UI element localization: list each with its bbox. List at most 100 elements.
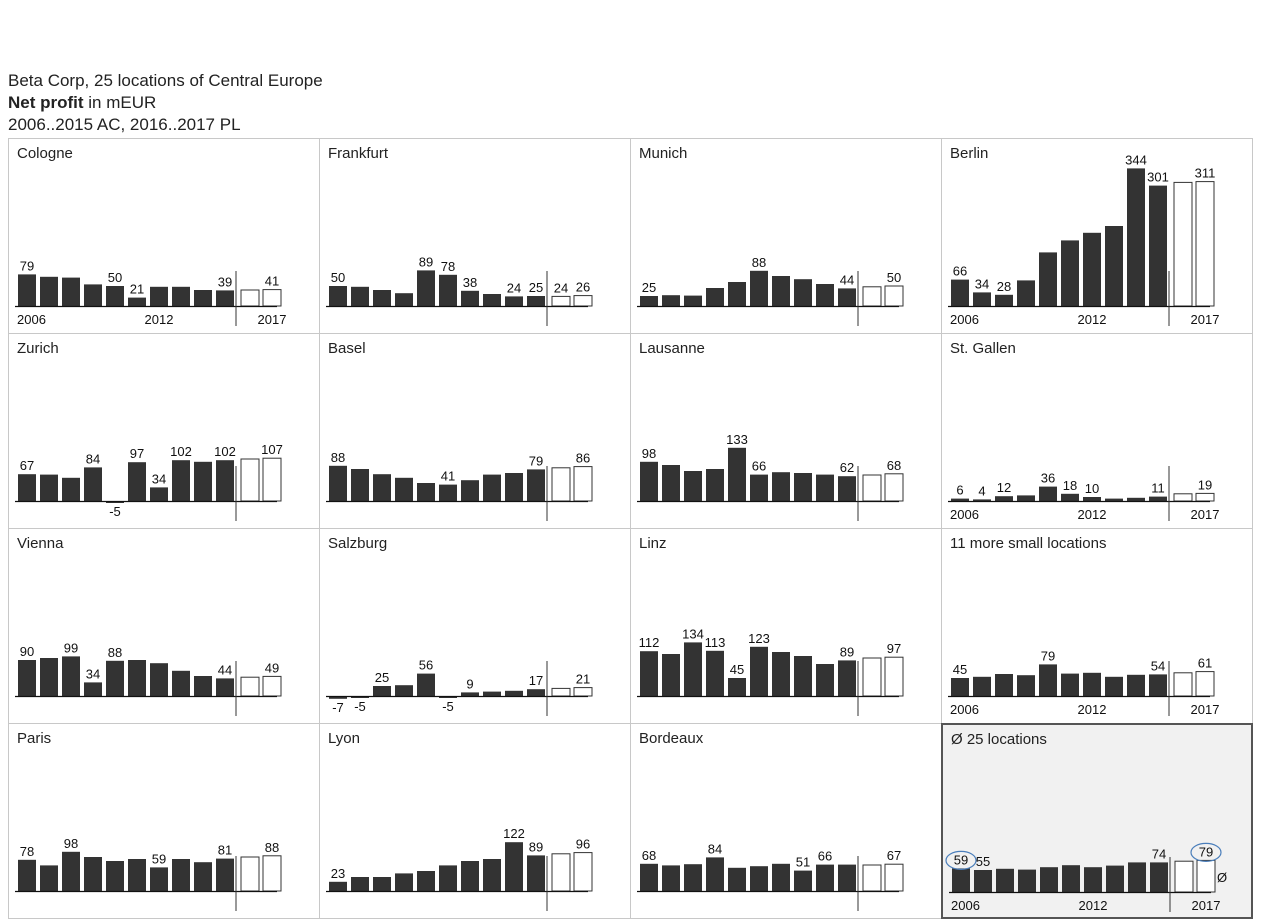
bar-2007 [973,676,991,696]
bar-2011 [1061,673,1079,696]
bar-2013 [1106,865,1124,892]
value-label: 301 [1147,170,1169,185]
panel-7: St. Gallen 6 4 12 36 18 10 11 19 2006 2012 2017 [941,333,1253,529]
bar-2016 [862,474,882,502]
value-label: 18 [1063,478,1077,493]
bar-2008 [62,656,80,696]
bar-2017 [1195,492,1215,502]
year-tick-label: 2012 [1079,898,1108,913]
value-label: 50 [331,270,345,285]
value-label: 59 [152,851,166,866]
bar-2015 [527,296,545,306]
bar-2009 [706,650,724,696]
panel-0: Cologne 79 50 21 39 41 2006 2012 2017 [8,138,320,334]
panel-8: Vienna 90 99 34 88 44 49 [8,528,320,724]
value-label: 41 [441,469,455,484]
bar-2014 [1127,497,1145,501]
value-label: 44 [218,662,232,677]
value-label: 49 [265,660,279,675]
panel-chart: 59 55 74 79 2006 2012 2017 Ø [945,842,1227,913]
year-tick-label: 2017 [1191,702,1220,717]
bar-2012 [1083,497,1101,501]
bar-2008 [684,864,702,891]
bar-2012 [150,286,168,306]
bar-2017 [262,289,282,307]
bar-2015 [216,290,234,306]
bar-2017 [573,466,593,502]
bar-2008 [684,471,702,501]
bar-2011 [128,462,146,501]
bar-2010 [1040,867,1058,892]
bar-2017 [573,852,593,892]
value-label: 25 [642,280,656,295]
bar-2011 [750,646,768,696]
bar-2008 [684,295,702,306]
value-label: 11 [1151,481,1165,496]
bar-2017 [1196,859,1216,893]
value-label: 17 [529,673,543,688]
chart-header: Beta Corp, 25 locations of Central Europ… [8,70,323,136]
panel-title: Bordeaux [639,730,704,747]
bar-2014 [816,864,834,891]
value-label: 79 [20,258,34,273]
bar-2013 [483,691,501,696]
value-label: 68 [642,848,656,863]
bar-2009 [706,469,724,501]
bar-2006 [952,868,970,892]
bar-2009 [395,293,413,306]
bar-2010 [1039,486,1057,501]
bar-2010 [106,861,124,891]
bar-2011 [128,660,146,696]
value-label: 38 [463,275,477,290]
bar-2011 [128,297,146,306]
panel-12: Paris 78 98 59 81 88 [8,723,320,919]
bar-2012 [150,867,168,891]
bar-2010 [728,282,746,306]
bar-2011 [750,474,768,501]
value-label: 34 [152,471,166,486]
value-label: 113 [705,635,726,650]
bar-2006 [640,296,658,306]
bar-2016 [1173,493,1193,502]
panel-2: Munich 25 88 44 50 [630,138,942,334]
bar-2017 [262,855,282,892]
value-label: 311 [1195,166,1216,181]
year-tick-label: 2012 [1078,702,1107,717]
bar-2006 [329,465,347,501]
bar-2013 [1105,226,1123,306]
bar-2015 [527,689,545,696]
panel-title: 11 more small locations [950,535,1107,552]
value-label: 99 [64,640,78,655]
bar-2014 [505,842,523,891]
bar-2006 [951,498,969,501]
value-label: 98 [64,836,78,851]
bar-2012 [772,276,790,306]
bar-2011 [1062,865,1080,892]
value-label: 96 [576,837,590,852]
panel-chart: -7 -5 25 56 -5 9 17 21 [326,658,593,716]
value-label: 45 [953,662,967,677]
bar-2013 [794,279,812,306]
year-tick-label: 2017 [1192,898,1221,913]
bar-2015 [838,660,856,696]
value-label: 79 [1041,648,1055,663]
value-label: 36 [1041,471,1055,486]
panel-chart: 67 84 -5 97 34 102 102 107 [15,442,283,521]
value-label: 34 [975,276,989,291]
panel-title: Berlin [950,145,989,162]
value-label: 89 [840,644,854,659]
value-label: 56 [419,658,433,673]
bar-2009 [1017,495,1035,501]
bar-2015 [216,858,234,891]
value-label: 88 [108,645,122,660]
panel-1: Frankfurt 50 89 78 38 24 25 24 26 [319,138,631,334]
value-label: 66 [752,459,766,474]
bar-2009 [706,857,724,891]
bar-2006 [951,279,969,306]
bar-2017 [884,656,904,697]
panel-11: 11 more small locations 45 79 54 61 2006 2012 2… [941,528,1253,724]
bar-2016 [240,676,260,697]
bar-2008 [995,674,1013,696]
value-label: 34 [86,666,100,681]
bar-2012 [772,863,790,891]
